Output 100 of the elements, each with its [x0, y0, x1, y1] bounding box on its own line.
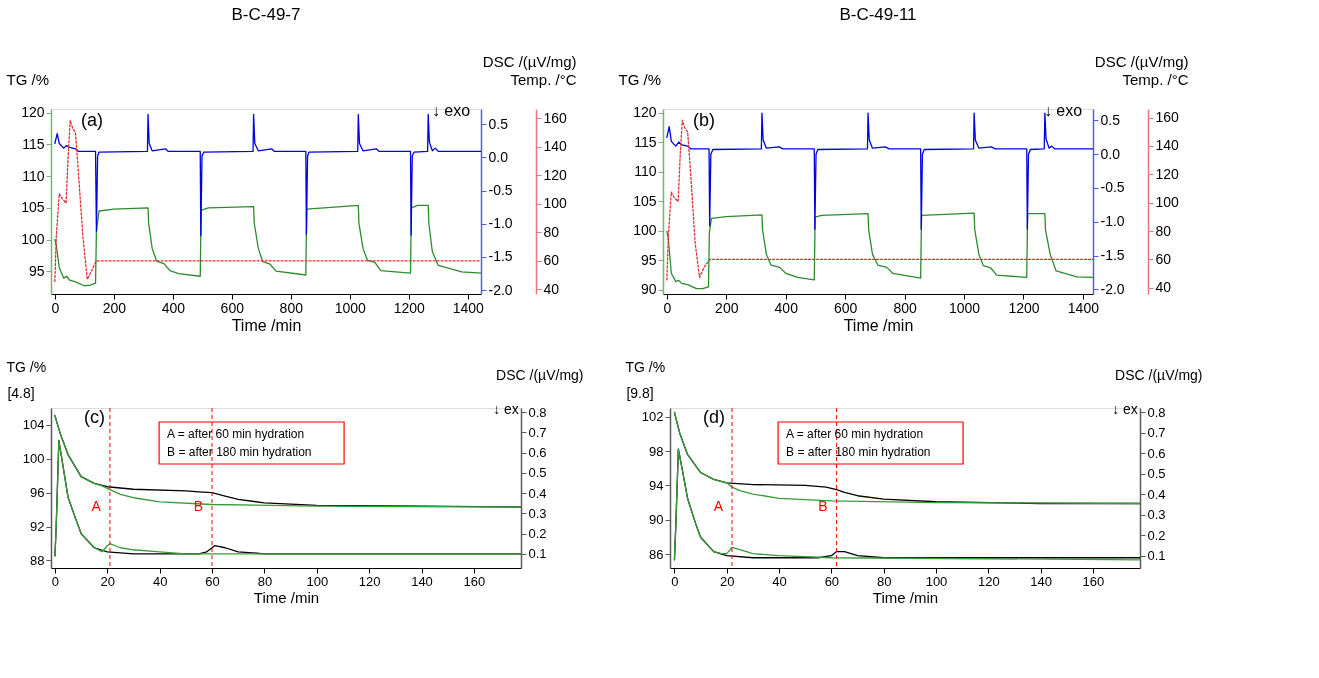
x-tick-label: 0: [51, 299, 60, 316]
y2-tick-label: 0.5: [528, 465, 547, 481]
text: [9.8]: [626, 385, 654, 401]
y2-tick-label: 0.8: [528, 404, 547, 420]
x-tick-label: 160: [1082, 573, 1105, 589]
y-tick-label: 88: [30, 552, 45, 568]
x-tick-label: 600: [833, 299, 858, 316]
y-tick-label: 96: [30, 485, 45, 501]
y-tick-label: 104: [22, 417, 45, 433]
y2-tick-label: 0.3: [1147, 507, 1166, 523]
y3-tick-label: 140: [1155, 137, 1180, 154]
y2-axis-title: DSC /(µV/mg): [496, 366, 584, 383]
y-tick-label: 95: [28, 262, 45, 279]
x-tick-label: 1400: [1067, 299, 1100, 316]
y2-tick-label: -1.0: [1100, 213, 1125, 230]
y3-axis-title: Temp. /°C: [1122, 70, 1189, 88]
x-tick-label: 20: [100, 573, 116, 589]
x-tick-label: 140: [1030, 573, 1052, 589]
annotation: (c): [83, 407, 105, 427]
x-axis-title: Time /min: [872, 588, 939, 606]
annotation: ↓ ex: [1112, 401, 1138, 417]
y-axis-title: TG /%: [6, 70, 50, 88]
y2-tick-label: 0.5: [488, 115, 509, 132]
y-tick-label: 120: [633, 104, 657, 121]
x-tick-label: 1000: [334, 299, 367, 316]
y-tick-label: 90: [649, 512, 664, 528]
annotation: ↓ ex: [493, 401, 519, 417]
y-axis-title: TG /%: [625, 358, 666, 375]
x-tick-label: 400: [774, 299, 799, 316]
annotation: A = after 60 min hydration: [786, 427, 924, 441]
y2-tick-label: 0.4: [1147, 486, 1166, 502]
y2-tick-label: 0.2: [1147, 527, 1166, 543]
y3-tick-label: 100: [1155, 194, 1180, 211]
x-tick-label: 400: [161, 299, 186, 316]
x-axis-title: Time /min: [843, 316, 914, 334]
annotation: (d): [702, 407, 725, 427]
y-tick-label: 90: [640, 281, 657, 298]
annotation: B = after 180 min hydration: [167, 445, 312, 459]
y-tick-label: 100: [633, 222, 657, 239]
y2-tick-label: 0.2: [528, 526, 547, 542]
x-tick-label: 20: [720, 573, 735, 589]
y-tick-label: 95: [640, 251, 657, 268]
y3-tick-label: 60: [1155, 250, 1172, 267]
y-tick-label: 120: [21, 104, 45, 121]
annotation: ↓ exo: [1043, 102, 1083, 119]
x-tick-label: 40: [772, 573, 787, 589]
x-tick-label: 140: [411, 573, 433, 589]
y-tick-label: 110: [634, 163, 657, 180]
y2-tick-label: -1.0: [488, 215, 513, 232]
y3-tick-label: 140: [543, 138, 568, 155]
y2-tick-label: 0.0: [488, 148, 509, 165]
x-tick-label: 160: [463, 573, 486, 589]
y2-tick-label: 0.6: [1147, 445, 1166, 461]
chart-title: B-C-49-11: [839, 5, 917, 24]
y3-tick-label: 80: [543, 223, 560, 240]
x-tick-label: 1200: [1008, 299, 1040, 316]
x-tick-label: 60: [205, 573, 220, 589]
x-tick-label: 80: [876, 573, 892, 589]
y2-tick-label: 0.5: [1147, 466, 1166, 482]
x-tick-label: 100: [925, 573, 948, 589]
x-tick-label: 1400: [452, 299, 485, 316]
y3-tick-label: 120: [1155, 165, 1180, 182]
x-tick-label: 1200: [393, 299, 426, 316]
y3-tick-label: 160: [1155, 109, 1180, 126]
y2-tick-label: 0.0: [1100, 145, 1121, 162]
y3-tick-label: 40: [543, 280, 560, 297]
y2-tick-label: 0.1: [1147, 548, 1166, 564]
y2-tick-label: 0.7: [528, 424, 547, 440]
y3-axis-title: Temp. /°C: [510, 70, 577, 88]
ref-line-label: A: [91, 498, 102, 515]
chart-title: B-C-49-7: [231, 5, 301, 24]
y2-tick-label: -2.0: [1100, 280, 1125, 297]
y2-tick-label: -0.5: [488, 182, 513, 199]
y-tick-label: 86: [649, 546, 664, 562]
y2-tick-label: -0.5: [1100, 179, 1125, 196]
y3-tick-label: 60: [543, 252, 560, 269]
y2-tick-label: 0.1: [528, 546, 547, 562]
y3-tick-label: 120: [543, 166, 568, 183]
y-tick-label: 115: [634, 133, 657, 150]
x-axis-title: Time /min: [231, 316, 302, 334]
y-axis-title: TG /%: [6, 358, 47, 375]
x-tick-label: 120: [977, 573, 1000, 589]
x-tick-label: 200: [715, 299, 739, 316]
y2-tick-label: 0.7: [1147, 425, 1166, 441]
x-tick-label: 800: [279, 299, 304, 316]
x-tick-label: 0: [671, 573, 679, 589]
y3-tick-label: 80: [1155, 222, 1172, 239]
x-tick-label: 0: [51, 573, 60, 589]
ref-line-label: A: [713, 498, 724, 515]
annotation: B = after 180 min hydration: [786, 445, 931, 459]
y3-tick-label: 160: [543, 109, 568, 126]
y2-tick-label: 0.6: [528, 445, 547, 461]
y2-tick-label: 0.8: [1147, 404, 1166, 420]
annotation: (b): [693, 110, 716, 130]
y-tick-label: 105: [633, 192, 657, 209]
x-axis-title: Time /min: [253, 588, 320, 606]
x-tick-label: 600: [220, 299, 245, 316]
y2-axis-title: DSC /(µV/mg): [482, 52, 577, 70]
x-tick-label: 0: [663, 299, 672, 316]
y-tick-label: 100: [22, 451, 45, 467]
